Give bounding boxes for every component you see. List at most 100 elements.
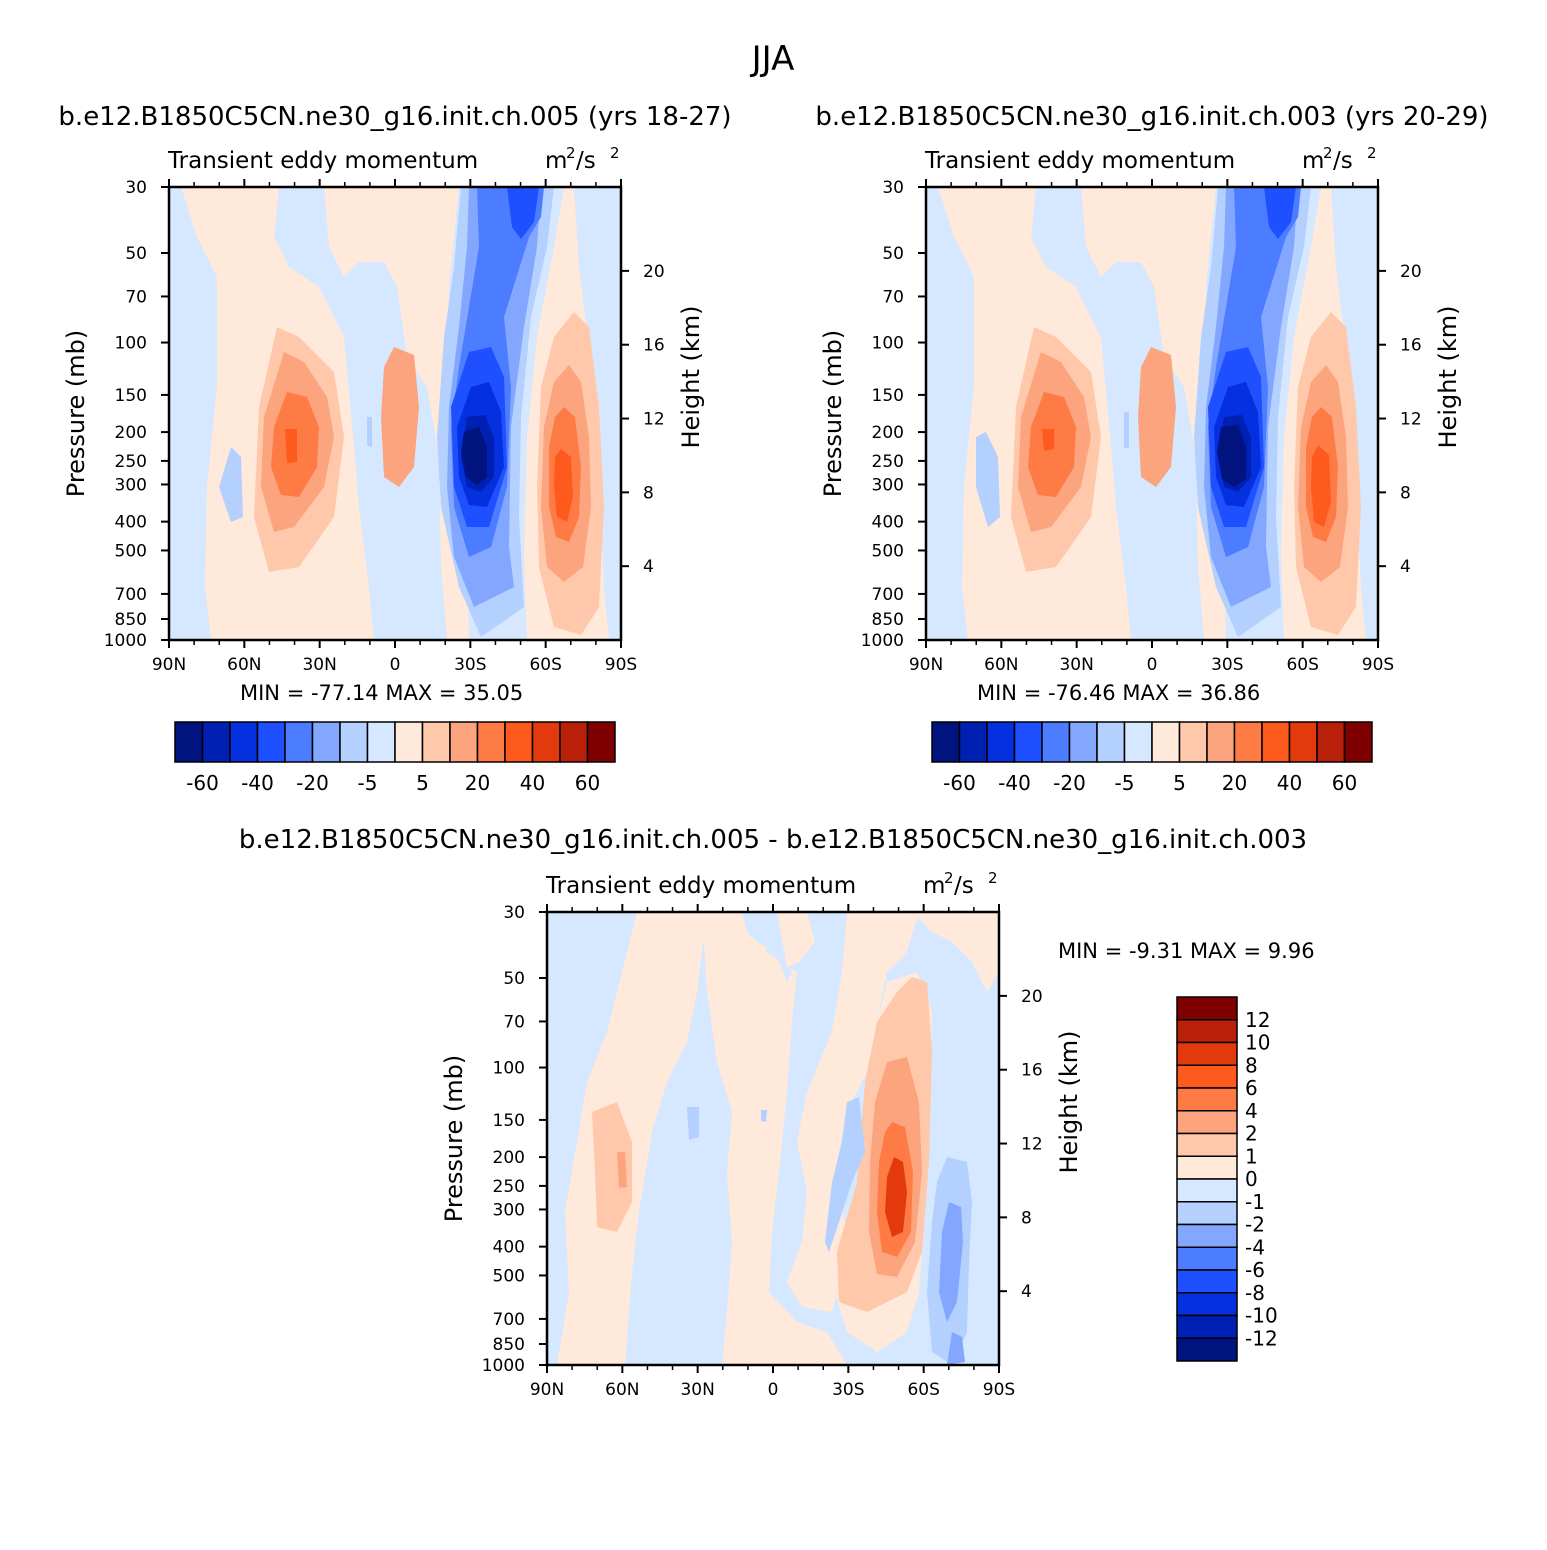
colorbar-box xyxy=(1176,1087,1238,1112)
panel-3-units: m 2 /s 2 xyxy=(923,869,998,899)
y-axis-title: Pressure (mb) xyxy=(819,330,847,497)
colorbar-box xyxy=(1176,1041,1238,1066)
colorbar-box xyxy=(284,721,314,763)
x-tick-label: 0 xyxy=(390,655,401,675)
pos-right-4 xyxy=(1311,445,1331,527)
colorbar-box xyxy=(1316,721,1346,763)
x-tick-label: 60N xyxy=(605,1380,639,1400)
x-tick-label: 0 xyxy=(768,1380,779,1400)
y-tick-label: 400 xyxy=(872,513,904,533)
y-tick-label: 500 xyxy=(872,541,904,561)
y-tick-label: 200 xyxy=(872,423,904,443)
y-tick-label: 70 xyxy=(125,287,147,307)
y-tick-label: 850 xyxy=(493,1335,525,1355)
x-tick-label: 90N xyxy=(152,655,186,675)
colorbar-box xyxy=(1176,1292,1238,1317)
neg-cell-right-2 xyxy=(939,1202,963,1322)
panel-2-stats: MIN = -76.46 MAX = 36.86 xyxy=(977,681,1260,705)
right-tick-label: 8 xyxy=(643,483,654,503)
colorbar-box xyxy=(504,721,534,763)
y-tick-label: 850 xyxy=(872,610,904,630)
right-tick-label: 20 xyxy=(643,262,665,282)
y-tick-label: 1000 xyxy=(861,631,904,651)
colorbar-label: 20 xyxy=(1222,771,1247,795)
colorbar-box xyxy=(986,721,1016,763)
colorbar-box xyxy=(1123,721,1153,763)
pos-left-4 xyxy=(1042,429,1054,451)
y-tick-label: 700 xyxy=(872,585,904,605)
panel-3-stats: MIN = -9.31 MAX = 9.96 xyxy=(1058,939,1315,963)
right-tick-label: 12 xyxy=(643,410,665,430)
panel-3-units-base: m xyxy=(923,873,945,899)
colorbar-label: 60 xyxy=(575,771,600,795)
colorbar-box xyxy=(1176,1064,1238,1089)
pos-band-middle xyxy=(702,912,847,1365)
pos-band-right xyxy=(787,912,919,1312)
y-tick-label: 200 xyxy=(115,423,147,443)
neg-top-core xyxy=(507,187,539,239)
right-tick-label: 4 xyxy=(643,557,654,577)
colorbar-box xyxy=(1176,1246,1238,1271)
x-tick-label: 0 xyxy=(1147,655,1158,675)
right-tick-label: 20 xyxy=(1400,262,1422,282)
y-tick-label: 50 xyxy=(882,244,904,264)
colorbar-label: 5 xyxy=(416,771,429,795)
colorbar-box xyxy=(1233,721,1263,763)
panel-1-units-exp-1: 2 xyxy=(566,144,576,162)
colorbar-label: 8 xyxy=(1245,1053,1258,1077)
figure-title: JJA xyxy=(750,39,795,79)
panel-1-units-exp-2: 2 xyxy=(610,144,620,162)
colorbar-box xyxy=(1176,1178,1238,1203)
y-tick-label: 300 xyxy=(872,475,904,495)
colorbar-box xyxy=(1178,721,1208,763)
neg-cell-left xyxy=(976,432,1000,527)
colorbar-label: -40 xyxy=(998,771,1031,795)
colorbar-label: -12 xyxy=(1245,1326,1278,1350)
colorbar-box xyxy=(1096,721,1126,763)
neg-speck-2 xyxy=(761,1110,767,1122)
panel-1-units-base: m xyxy=(545,148,567,174)
colorbar-label: 60 xyxy=(1332,771,1357,795)
right-axis-title: Height (km) xyxy=(677,306,705,449)
y-tick-label: 1000 xyxy=(482,1356,525,1376)
x-tick-label: 60S xyxy=(1286,655,1318,675)
colorbar-box xyxy=(1176,1019,1238,1044)
panel-2-units: m 2 /s 2 xyxy=(1302,144,1377,174)
colorbar-box xyxy=(476,721,506,763)
colorbar-box xyxy=(931,721,961,763)
colorbar-label: 0 xyxy=(1245,1167,1258,1191)
colorbar-box xyxy=(1176,1337,1238,1362)
colorbar-box xyxy=(1261,721,1291,763)
colorbar-label: 12 xyxy=(1245,1008,1270,1032)
panel-2-units-mid: /s xyxy=(1333,148,1353,174)
y-tick-label: 50 xyxy=(125,244,147,264)
panel-1: b.e12.B1850C5CN.ne30_g16.init.ch.005 (yr… xyxy=(58,102,731,795)
colorbar-box xyxy=(1176,996,1238,1021)
pos-jet-5 xyxy=(885,1157,907,1237)
colorbar-box xyxy=(421,721,451,763)
panel-3-plot-area xyxy=(547,912,999,1365)
neg-speck-1 xyxy=(687,1107,699,1140)
colorbar-label: 4 xyxy=(1245,1099,1258,1123)
panel-1-title: b.e12.B1850C5CN.ne30_g16.init.ch.005 (yr… xyxy=(58,102,731,132)
colorbar-box xyxy=(339,721,369,763)
colorbar-box xyxy=(958,721,988,763)
panel-3-units-mid: /s xyxy=(954,873,974,899)
neg-top-core xyxy=(1264,187,1296,239)
x-tick-label: 60S xyxy=(529,655,561,675)
y-tick-label: 70 xyxy=(503,1012,525,1032)
right-tick-label: 4 xyxy=(1400,557,1411,577)
y-tick-label: 70 xyxy=(882,287,904,307)
y-tick-label: 100 xyxy=(115,334,147,354)
right-axis-title: Height (km) xyxy=(1055,1031,1083,1174)
x-tick-label: 90N xyxy=(530,1380,564,1400)
x-tick-label: 60N xyxy=(227,655,261,675)
y-tick-label: 1000 xyxy=(104,631,147,651)
panel-1-units: m 2 /s 2 xyxy=(545,144,620,174)
colorbar-label: -1 xyxy=(1245,1190,1265,1214)
right-tick-label: 16 xyxy=(1400,336,1422,356)
panel-1-units-mid: /s xyxy=(576,148,596,174)
x-tick-label: 90S xyxy=(983,1380,1015,1400)
y-tick-label: 700 xyxy=(115,585,147,605)
